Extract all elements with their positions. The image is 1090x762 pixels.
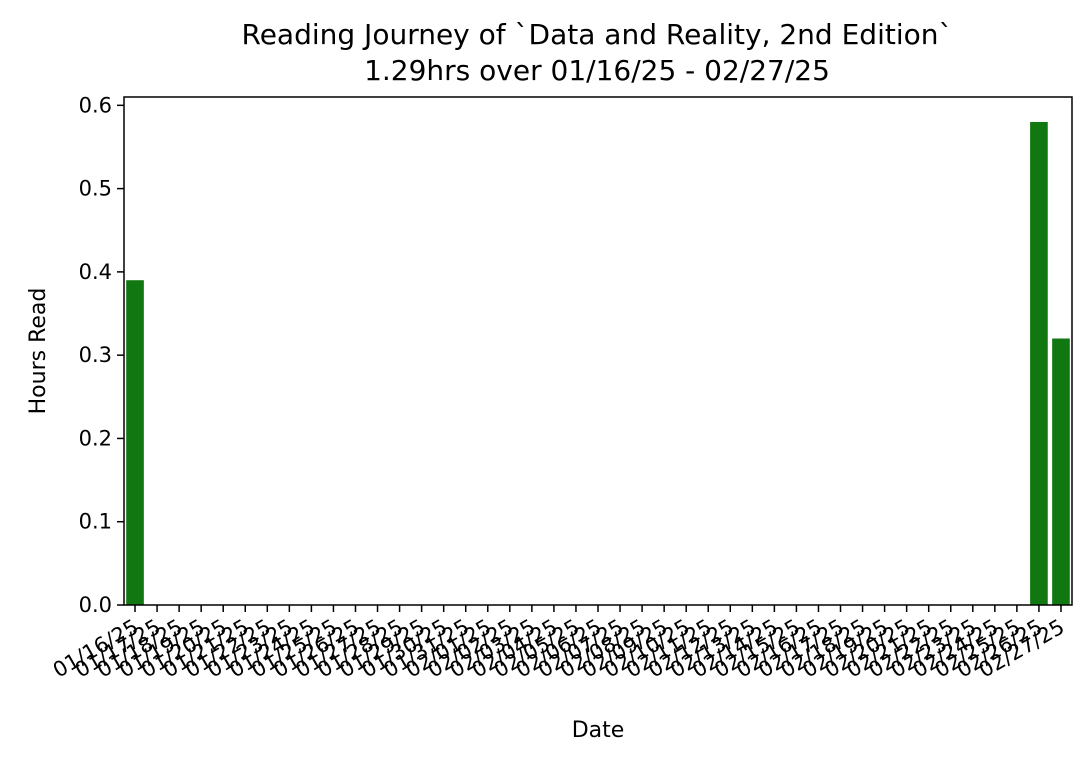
bar-02-26-25 — [1030, 121, 1048, 605]
y-tick-label: 0.5 — [79, 177, 112, 201]
x-axis-label: Date — [572, 718, 625, 743]
y-tick-label: 0.4 — [79, 260, 112, 284]
bars-group — [126, 121, 1070, 605]
chart-title: Reading Journey of `Data and Reality, 2n… — [242, 18, 953, 51]
y-tick-label: 0.2 — [79, 426, 112, 450]
y-tick-label: 0.1 — [79, 510, 112, 534]
x-axis: 01/16/2501/17/2501/18/2501/19/2501/20/25… — [49, 605, 1068, 682]
y-axis: 0.0 0.1 0.2 0.3 0.4 0.5 0.6 — [79, 93, 124, 617]
y-tick-label: 0.6 — [79, 93, 112, 117]
chart-subtitle: 1.29hrs over 01/16/25 - 02/27/25 — [364, 54, 830, 87]
y-axis-label: Hours Read — [26, 288, 51, 415]
bar-02-27-25 — [1052, 338, 1070, 605]
y-tick-label: 0.0 — [79, 593, 112, 617]
y-tick-label: 0.3 — [79, 343, 112, 367]
plot-area-frame — [123, 96, 1073, 606]
bar-01-16-25 — [126, 280, 144, 605]
